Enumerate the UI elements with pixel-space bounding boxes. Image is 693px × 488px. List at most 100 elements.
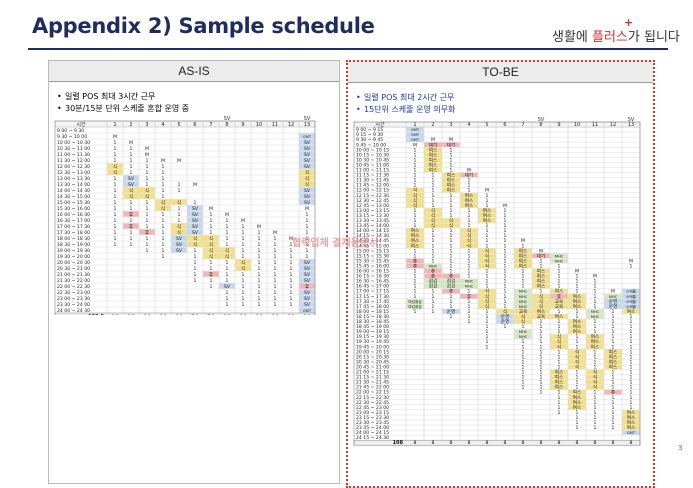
- time-slot: 14 00 ~ 14 30: [57, 188, 90, 194]
- schedule-cell: 휴: [129, 224, 133, 230]
- schedule-cell: 1: [630, 405, 633, 411]
- time-slot: 23 30 ~ 23 45: [356, 420, 389, 426]
- schedule-cell: 1: [486, 223, 489, 229]
- schedule-cell: 점검: [429, 278, 437, 285]
- schedule-cell: 여스: [555, 384, 563, 391]
- schedule-cell: 1: [630, 334, 633, 340]
- schedule-cell: 1: [558, 359, 561, 365]
- schedule-cell-fill: [568, 395, 586, 400]
- schedule-cell: 1: [114, 242, 117, 248]
- schedule-cell: 여스: [465, 202, 473, 209]
- schedule-cell: 1: [226, 260, 229, 266]
- schedule-cell: 1: [258, 296, 261, 302]
- schedule-cell: 1: [486, 274, 489, 280]
- schedule-cell: M: [593, 274, 597, 280]
- schedule-cell: 1: [306, 212, 309, 218]
- schedule-cell: MHC: [591, 310, 600, 314]
- schedule-cell: 식: [575, 358, 579, 365]
- schedule-cell: M: [257, 224, 261, 230]
- schedule-cell-fill: [187, 211, 203, 217]
- schedule-cell-fill: [550, 334, 568, 339]
- schedule-cell: 1: [242, 302, 245, 308]
- schedule-cell: 1: [114, 140, 117, 146]
- schedule-cell: 1: [486, 329, 489, 335]
- schedule-cell: 식: [593, 374, 597, 381]
- schedule-cell: M: [629, 258, 633, 264]
- time-slot: 22 30 ~ 22 45: [356, 400, 389, 406]
- schedule-cell-fill: [532, 294, 550, 299]
- schedule-cell: 1: [432, 183, 435, 189]
- schedule-cell: 휴: [305, 284, 309, 290]
- schedule-cell: 여스: [591, 333, 599, 340]
- schedule-cell: 1: [432, 193, 435, 199]
- schedule-cell-fill: [299, 169, 315, 175]
- schedule-cell: 1: [258, 272, 261, 278]
- schedule-cell: 1: [258, 260, 261, 266]
- time-slot: 13 30 ~ 14 00: [57, 182, 90, 188]
- schedule-cell: 1: [162, 224, 165, 230]
- schedule-cell-fill: [604, 349, 622, 354]
- schedule-cell: 1: [414, 274, 417, 280]
- schedule-cell-fill: [123, 181, 139, 187]
- schedule-cell: 1: [414, 223, 417, 229]
- schedule-cell: 1: [414, 253, 417, 259]
- schedule-cell-fill: [514, 258, 532, 264]
- column-total: 8: [522, 440, 525, 446]
- schedule-cell: 1: [504, 269, 507, 275]
- schedule-cell-fill: [171, 229, 187, 235]
- schedule-cell: SV: [192, 206, 199, 212]
- schedule-cell: 1: [486, 319, 489, 325]
- schedule-cell-fill: [622, 288, 640, 294]
- schedule-cell: 1: [576, 370, 579, 376]
- schedule-cell: 1: [306, 230, 309, 236]
- schedule-cell: 1: [414, 168, 417, 174]
- schedule-cell: 휴: [431, 269, 435, 275]
- schedule-cell-fill: [187, 223, 203, 229]
- column-header: 2: [129, 122, 132, 128]
- column-total: 6.0: [271, 314, 278, 315]
- schedule-cell: 1: [594, 319, 597, 325]
- column-total: 8: [594, 440, 597, 446]
- schedule-cell: 1: [468, 218, 471, 224]
- schedule-cell: 1: [114, 218, 117, 224]
- schedule-cell: 1: [162, 182, 165, 188]
- schedule-cell: 1: [558, 405, 561, 411]
- schedule-cell: 1: [274, 248, 277, 254]
- column-total: 7.0: [191, 314, 198, 315]
- schedule-cell: 여스: [447, 177, 455, 184]
- schedule-cell: 1: [558, 269, 561, 275]
- schedule-cell: 식: [129, 193, 133, 200]
- schedule-cell-fill: [568, 319, 586, 324]
- schedule-cell: 교육: [537, 314, 545, 320]
- schedule-cell: 1: [468, 319, 471, 325]
- time-slot: 23 00 ~ 23 30: [57, 296, 90, 302]
- schedule-cell-fill: [514, 329, 532, 334]
- schedule-cell-fill: [478, 288, 496, 294]
- column-header: 3: [145, 122, 148, 128]
- schedule-cell: M: [305, 206, 309, 212]
- schedule-cell: 1: [576, 339, 579, 345]
- schedule-cell: 여스: [483, 207, 491, 214]
- schedule-cell: MHC: [609, 295, 618, 299]
- schedule-cell: 여스: [483, 217, 491, 224]
- schedule-cell: 1: [432, 188, 435, 194]
- schedule-cell: 1: [612, 410, 615, 416]
- time-header: 시간: [76, 121, 86, 128]
- time-slot: 18 15 ~ 18 30: [356, 314, 389, 320]
- schedule-cell: 여스: [573, 298, 581, 305]
- schedule-cell-fill: [460, 228, 478, 233]
- schedule-cell: 1: [432, 198, 435, 204]
- schedule-cell: 여스: [573, 323, 581, 330]
- schedule-cell: 1: [504, 228, 507, 234]
- schedule-cell: 1: [540, 319, 543, 325]
- schedule-cell-fill: [460, 243, 478, 248]
- column-header: 13: [628, 122, 634, 128]
- time-slot: 15 00 ~ 15 15: [356, 248, 389, 254]
- column-header: 12: [610, 122, 616, 128]
- schedule-cell: 대기: [465, 172, 473, 179]
- schedule-cell: 1: [576, 284, 579, 290]
- time-slot: 15 45 ~ 16 00: [356, 263, 389, 269]
- schedule-cell: 식: [161, 199, 165, 206]
- schedule-cell: MHC: [519, 300, 528, 304]
- schedule-cell-fill: [550, 374, 568, 380]
